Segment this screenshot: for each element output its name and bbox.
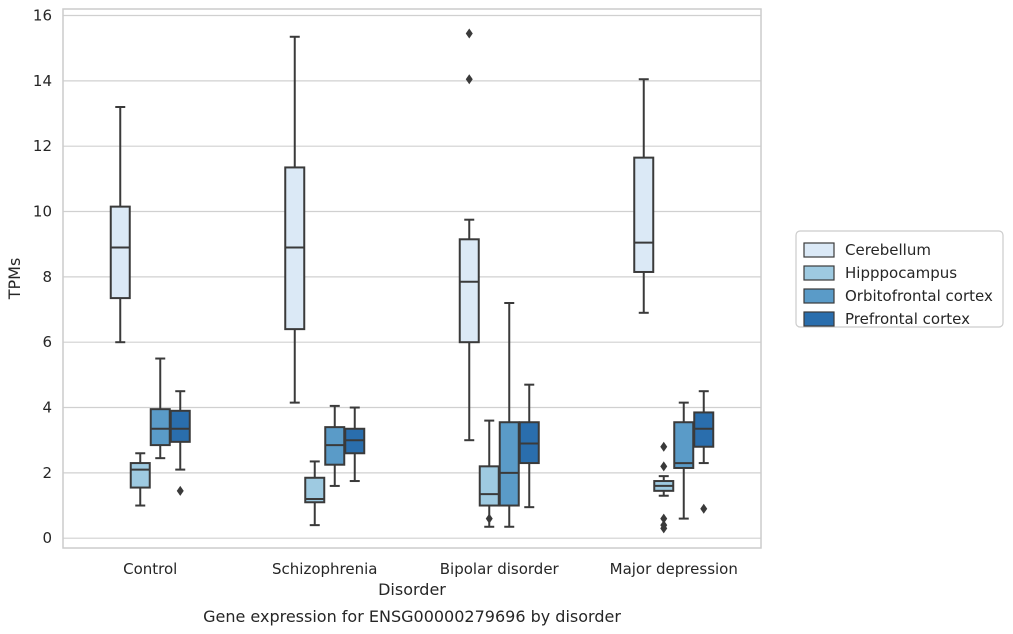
box-prefrontal-cortex [169,390,191,496]
box-iqr [478,465,500,507]
box-orbitofrontal-cortex [673,401,695,520]
y-tick-label: 2 [42,464,52,482]
legend-swatch [803,265,835,281]
legend-label: Cerebellum [845,241,931,259]
outlier-point [700,503,708,514]
box-orbitofrontal-cortex [324,404,346,487]
outlier-point [660,441,668,452]
box-iqr [109,205,131,300]
x-tick-label: Schizophrenia [272,560,377,578]
legend-label: Orbitofrontal cortex [845,287,993,305]
box-orbitofrontal-cortex [149,357,171,460]
box-iqr [169,409,191,443]
y-tick-label: 12 [33,137,52,155]
legend-swatch [803,288,835,304]
outlier-point [485,513,493,524]
legend-swatch [803,311,835,327]
legend-frame [795,230,1004,328]
outlier-point [465,74,473,85]
legend: Cerebellum Hipppocampus Orbitofrontal cort… [795,230,1004,328]
x-axis-label: Disorder [378,580,446,599]
legend-label: Hipppocampus [845,264,957,282]
box-cerebellum [109,106,131,344]
x-tick-label: Control [123,560,177,578]
y-axis-label: TPMs [5,258,24,301]
outlier-point [660,523,668,534]
x-tick-label: Major depression [610,560,738,578]
box-cerebellum [458,28,480,442]
box-cerebellum [284,35,306,404]
box-hipppocampus [304,460,326,527]
plot-frame [62,8,762,549]
box-iqr [149,408,171,447]
box-prefrontal-cortex [518,383,540,509]
y-tick-label: 14 [33,72,52,90]
box-orbitofrontal-cortex [498,302,520,528]
outlier-point [660,461,668,472]
box-cerebellum [633,78,655,314]
legend-label: Prefrontal cortex [845,310,970,328]
box-iqr [458,238,480,344]
y-tick-label: 8 [42,268,52,286]
legend-swatch [803,242,835,258]
box-hipppocampus [653,441,675,534]
box-iqr [304,476,326,504]
outlier-point [660,513,668,524]
box-prefrontal-cortex [344,406,366,483]
grid-layer [63,14,761,539]
box-iqr [129,462,151,489]
y-tick-label: 10 [33,203,52,221]
x-tick-labels: Control Schizophrenia Bipolar disorder Majo… [123,560,738,578]
box-iqr [498,421,520,507]
outlier-point [465,28,473,39]
box-hipppocampus [129,452,151,507]
box-prefrontal-cortex [693,390,715,514]
x-tick-label: Bipolar disorder [440,560,560,578]
y-tick-label: 6 [42,333,52,351]
y-tick-label: 0 [42,529,52,547]
y-tick-label: 16 [33,7,52,25]
y-tick-labels: 0 2 4 6 8 10 12 14 16 [33,7,52,548]
outlier-point [176,485,184,496]
box-layer [109,28,715,534]
box-iqr [633,156,655,273]
chart-caption: Gene expression for ENSG00000279696 by d… [203,607,621,626]
y-tick-label: 4 [42,399,52,417]
box-hipppocampus [478,419,500,528]
box-iqr [673,421,695,469]
